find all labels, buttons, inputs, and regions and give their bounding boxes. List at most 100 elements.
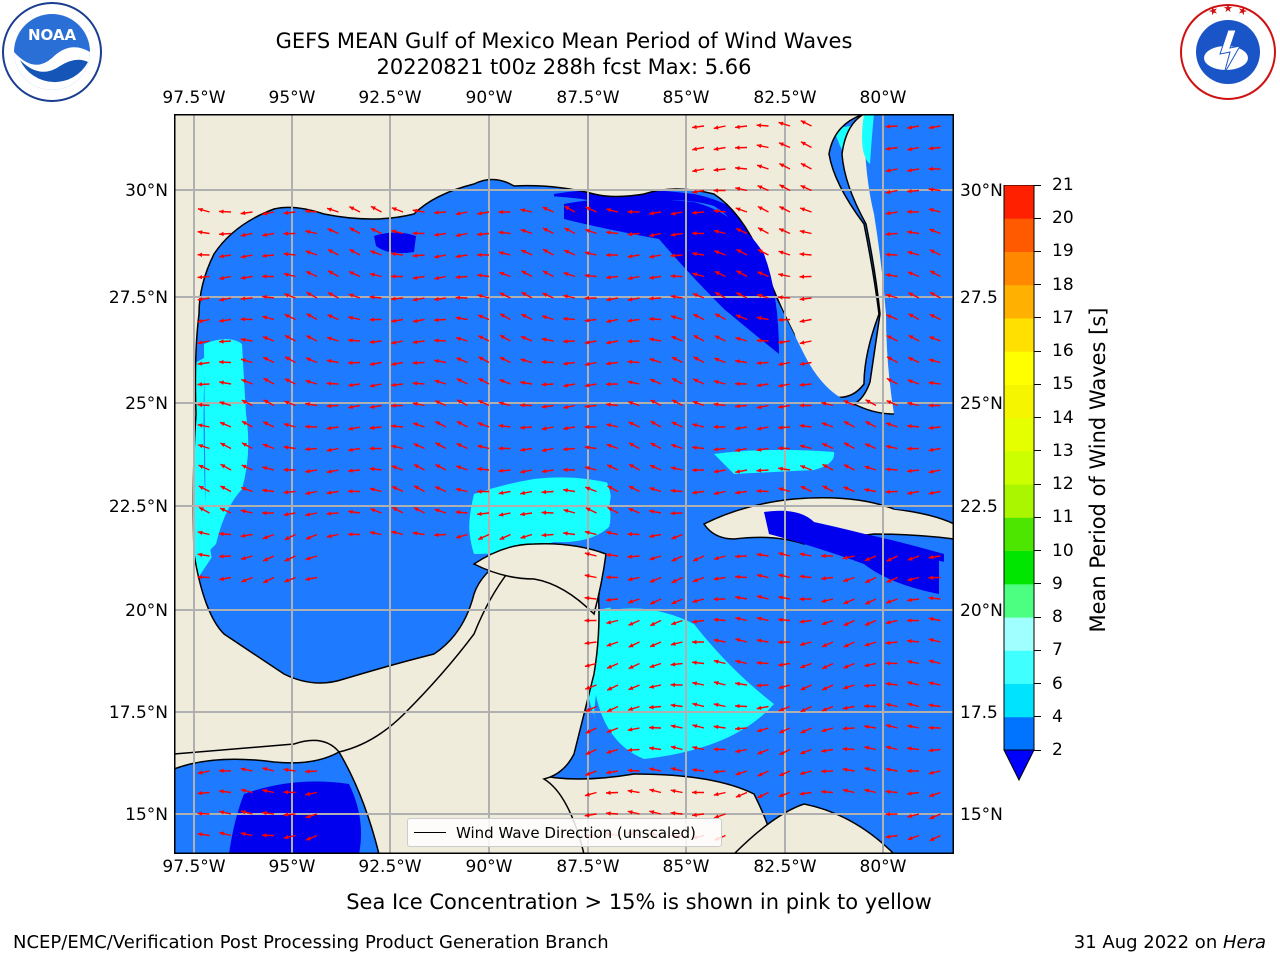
wave-arrow bbox=[800, 141, 812, 149]
wave-arrow bbox=[326, 511, 339, 516]
wave-arrow bbox=[541, 447, 554, 453]
colorbar-tick-label: 10 bbox=[1052, 540, 1074, 561]
wave-arrow bbox=[327, 314, 339, 321]
wave-arrow bbox=[283, 812, 296, 817]
legend-label: Wind Wave Direction (unscaled) bbox=[456, 823, 696, 842]
wave-arrow bbox=[585, 486, 597, 493]
wave-arrow bbox=[778, 705, 791, 712]
wave-arrow bbox=[906, 618, 920, 623]
wave-arrow bbox=[283, 790, 296, 795]
wave-arrow bbox=[520, 380, 533, 385]
wave-arrow bbox=[713, 576, 726, 581]
wave-arrow bbox=[520, 490, 533, 496]
wave-arrow bbox=[691, 490, 705, 495]
wave-arrow bbox=[606, 552, 619, 558]
wave-arrow bbox=[670, 662, 683, 667]
wave-arrow bbox=[391, 229, 404, 235]
wave-arrow bbox=[584, 251, 597, 256]
wave-arrow bbox=[929, 291, 941, 299]
wave-arrow bbox=[734, 166, 748, 171]
wave-arrow bbox=[756, 123, 769, 128]
wave-arrow bbox=[369, 250, 382, 256]
wave-arrow bbox=[563, 249, 576, 256]
wave-arrow bbox=[756, 616, 769, 622]
footer-date-text: 31 Aug 2022 on bbox=[1073, 932, 1223, 953]
colorbar-segment bbox=[1004, 517, 1034, 552]
wave-arrow bbox=[885, 467, 898, 472]
wave-arrow bbox=[584, 424, 597, 430]
wave-arrow bbox=[713, 447, 726, 452]
wave-arrow bbox=[649, 788, 662, 794]
wave-arrow bbox=[564, 227, 576, 235]
wave-arrow bbox=[692, 146, 705, 152]
wave-arrow bbox=[627, 209, 640, 215]
wave-arrow bbox=[519, 403, 533, 408]
wave-arrow bbox=[778, 466, 791, 471]
wave-arrow bbox=[369, 272, 382, 278]
wave-arrow bbox=[305, 229, 318, 235]
wave-arrow bbox=[477, 273, 490, 278]
wave-arrow bbox=[714, 291, 726, 299]
wave-arrow bbox=[649, 254, 662, 259]
map-legend: Wind Wave Direction (unscaled) bbox=[407, 818, 722, 847]
wave-arrow bbox=[821, 401, 834, 407]
wave-arrow bbox=[671, 533, 683, 540]
wave-arrow bbox=[326, 403, 339, 409]
wave-arrow bbox=[885, 745, 898, 751]
wave-arrow bbox=[649, 746, 662, 751]
wave-arrow bbox=[219, 831, 232, 837]
lat-tick-label: 30°N bbox=[960, 181, 1003, 201]
wave-arrow bbox=[628, 641, 640, 648]
wave-arrow bbox=[327, 248, 339, 256]
wave-arrow bbox=[756, 404, 769, 410]
wave-arrow bbox=[929, 249, 941, 256]
wave-arrow bbox=[648, 316, 662, 322]
wave-arrow bbox=[369, 317, 382, 322]
colorbar-tick-mark bbox=[1034, 284, 1041, 286]
wave-arrow bbox=[584, 791, 597, 797]
wave-arrow bbox=[219, 789, 232, 794]
wave-arrow bbox=[756, 382, 769, 388]
wave-arrow bbox=[477, 399, 490, 407]
wave-arrow bbox=[326, 207, 339, 213]
wave-arrow bbox=[756, 360, 769, 366]
wave-arrow bbox=[778, 272, 791, 278]
wave-arrow bbox=[326, 381, 339, 386]
lon-tick-label: 87.5°W bbox=[556, 88, 620, 108]
wave-arrow bbox=[735, 791, 748, 798]
wave-arrow bbox=[197, 530, 210, 536]
wave-arrow bbox=[627, 380, 640, 385]
colorbar-segment bbox=[1004, 683, 1034, 718]
wave-arrow bbox=[821, 619, 834, 626]
wave-arrow bbox=[261, 510, 275, 516]
wave-arrow bbox=[542, 227, 554, 235]
wave-arrow bbox=[671, 555, 683, 562]
wave-arrow bbox=[906, 188, 920, 194]
colorbar-tick-label: 20 bbox=[1052, 208, 1074, 229]
colorbar-tick-label: 16 bbox=[1052, 341, 1074, 362]
wave-arrow bbox=[197, 340, 210, 345]
wave-arrow bbox=[650, 420, 662, 428]
wave-arrow bbox=[305, 576, 318, 582]
wave-arrow bbox=[757, 271, 769, 278]
wave-arrow bbox=[627, 554, 640, 559]
lat-tick-label: 25°N bbox=[125, 394, 168, 414]
graticule bbox=[174, 114, 954, 854]
wave-arrow bbox=[735, 595, 748, 600]
wave-arrow bbox=[714, 335, 726, 342]
colorbar-tick-label: 13 bbox=[1052, 440, 1074, 461]
wave-arrow bbox=[412, 401, 425, 407]
wave-arrow bbox=[693, 356, 705, 364]
wave-arrow bbox=[670, 443, 683, 450]
wave-arrow bbox=[713, 167, 726, 172]
wave-arrow bbox=[713, 380, 726, 385]
colorbar-segment bbox=[1004, 351, 1034, 385]
wave-arrow bbox=[885, 640, 898, 645]
wave-arrow bbox=[263, 377, 275, 385]
wave-arrow bbox=[821, 442, 834, 450]
wave-arrow bbox=[757, 248, 769, 256]
wave-arrow bbox=[693, 334, 705, 342]
wave-arrow bbox=[412, 381, 425, 386]
wave-arrow bbox=[434, 379, 447, 385]
wave-arrow bbox=[734, 574, 748, 580]
